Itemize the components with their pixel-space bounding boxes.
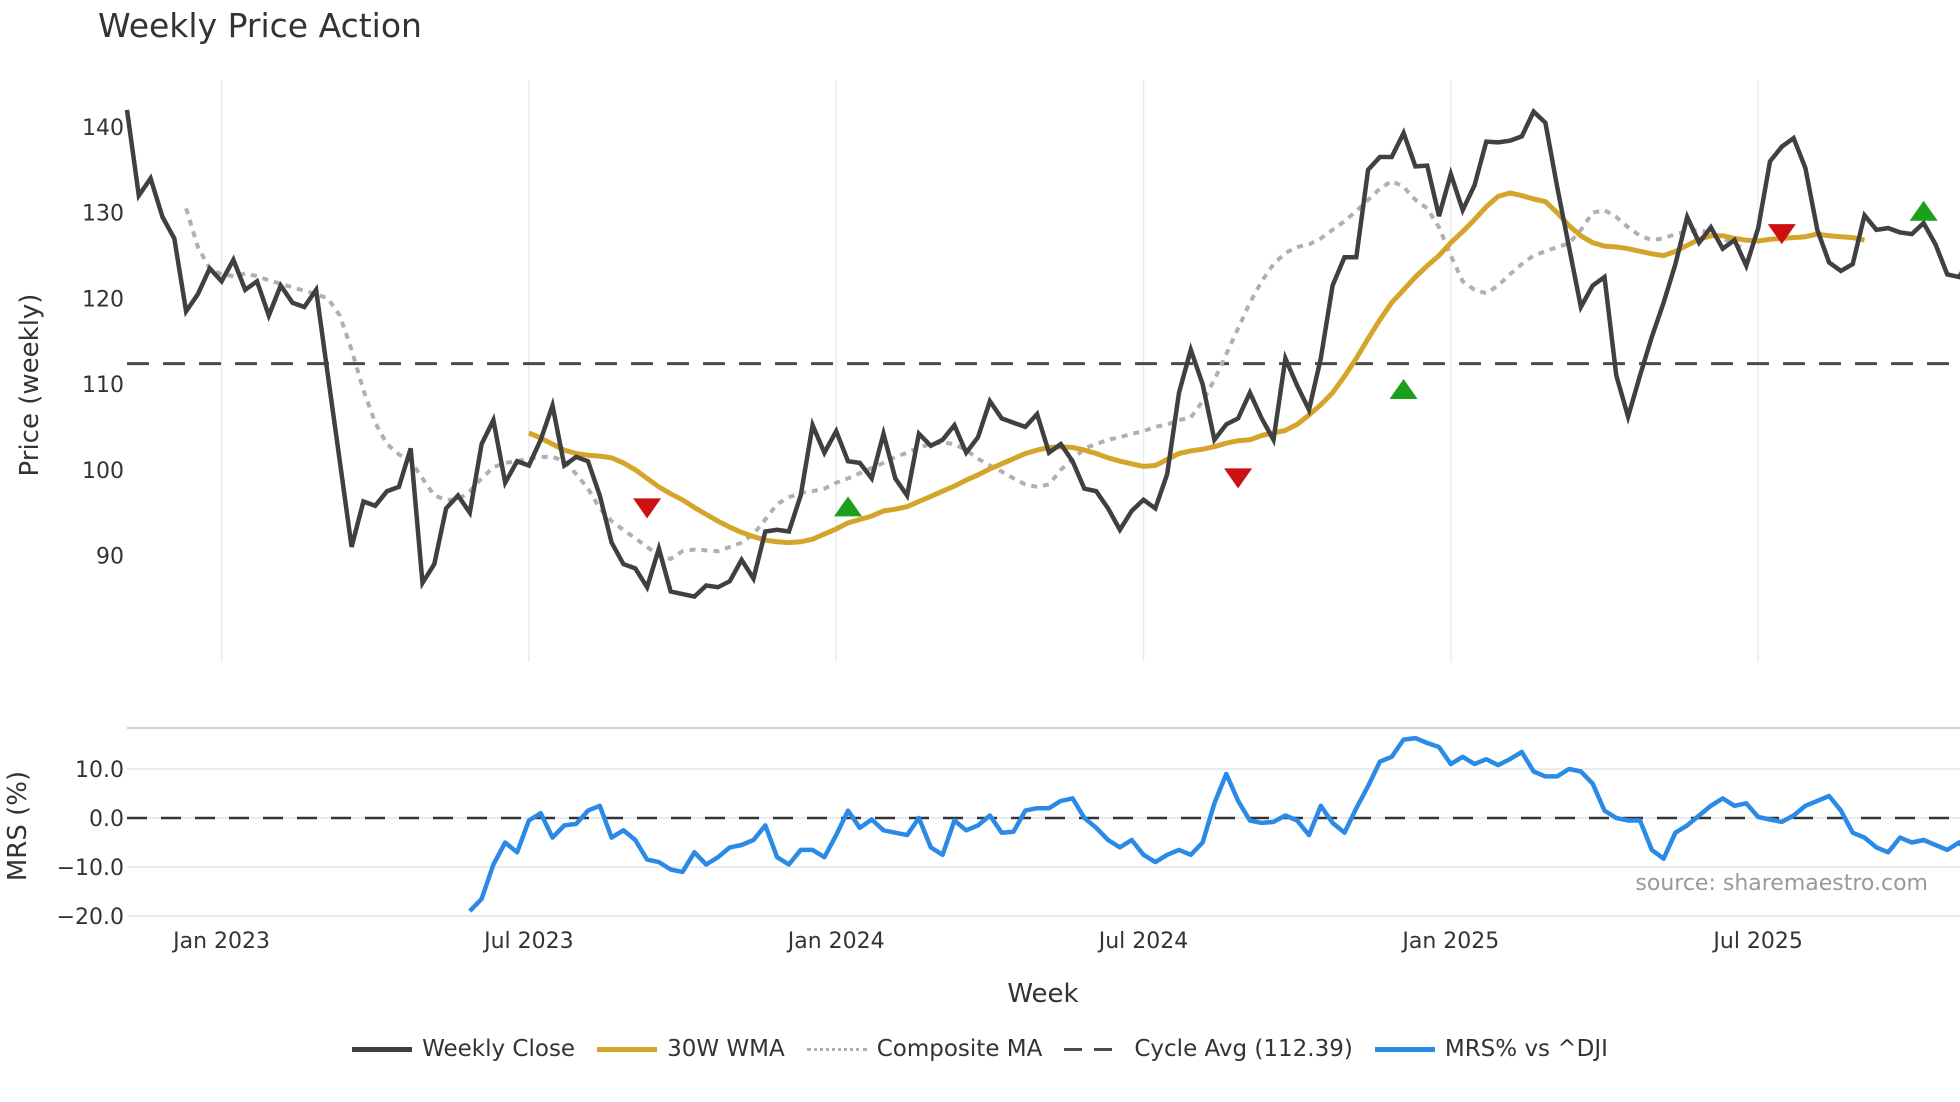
price-y-tick: 120 [82, 287, 124, 312]
price-y-tick: 140 [82, 116, 124, 141]
x-axis-ticks: Jan 2023 Jul 2023 Jan 2024 Jul 2024 Jan 2025… [171, 929, 1803, 954]
x-axis-label: Week [1007, 979, 1078, 1009]
mrs-y-tick: 10.0 [75, 758, 124, 783]
price-y-tick: 100 [82, 459, 124, 484]
mrs-y-axis-ticks: 10.0 0.0 −10.0 −20.0 [57, 758, 124, 930]
price-y-tick: 130 [82, 202, 124, 227]
x-tick-label: Jul 2023 [482, 929, 574, 954]
buy-signal-triangle-up-icon [834, 496, 863, 517]
legend-swatch-icon [597, 1046, 658, 1052]
legend-label: Weekly Close [422, 1036, 576, 1062]
legend-swatch-icon [806, 1047, 867, 1051]
mrs-gridlines [127, 768, 1960, 917]
legend-item-close[interactable]: Weekly Close [352, 1036, 575, 1062]
legend-item-wma[interactable]: 30W WMA [597, 1036, 785, 1062]
legend-swatch-icon [1374, 1046, 1435, 1052]
mrs-y-tick: −10.0 [57, 856, 124, 881]
legend-item-mrs[interactable]: MRS% vs ^DJI [1374, 1036, 1608, 1062]
mrs-y-tick: −20.0 [57, 905, 124, 930]
mrs-y-tick: 0.0 [89, 807, 124, 832]
price-y-tick: 90 [96, 545, 124, 570]
chart-legend: Weekly Close 30W WMA Composite MA Cycle Avg… [0, 1036, 1960, 1062]
price-y-axis-label: Price (weekly) [15, 294, 45, 477]
buy-signal-triangle-up-icon [1909, 200, 1938, 221]
x-tick-label: Jul 2025 [1711, 929, 1803, 954]
price-plot-area [124, 107, 1960, 600]
legend-label: Composite MA [876, 1036, 1043, 1062]
weekly-close-line [124, 107, 1960, 600]
wma-30w-line [527, 190, 1866, 546]
price-y-tick: 110 [82, 373, 124, 398]
x-tick-label: Jan 2025 [1400, 929, 1499, 954]
composite-ma-line [184, 178, 1748, 562]
source-watermark: source: sharemaestro.com [1635, 871, 1928, 896]
x-tick-label: Jul 2024 [1097, 929, 1189, 954]
legend-label: 30W WMA [667, 1036, 785, 1062]
sell-signal-triangle-down-icon [1767, 224, 1796, 245]
x-tick-label: Jan 2023 [171, 929, 270, 954]
price-gridlines [220, 80, 1759, 662]
sell-signal-triangle-down-icon [1224, 468, 1253, 489]
legend-swatch-icon [352, 1046, 413, 1052]
signal-markers [633, 200, 1938, 519]
buy-signal-triangle-up-icon [1389, 378, 1418, 399]
chart-title: Weekly Price Action [98, 6, 422, 45]
price-y-axis-ticks: 90 100 110 120 130 140 [82, 116, 124, 570]
sell-signal-triangle-down-icon [633, 498, 662, 519]
legend-swatch-icon [1064, 1047, 1125, 1051]
mrs-y-axis-label: MRS (%) [3, 771, 33, 881]
mrs-plot-area [127, 735, 1960, 913]
legend-item-cycle[interactable]: Cycle Avg (112.39) [1064, 1036, 1353, 1062]
legend-label: Cycle Avg (112.39) [1134, 1036, 1353, 1062]
x-tick-label: Jan 2024 [786, 929, 885, 954]
legend-label: MRS% vs ^DJI [1444, 1036, 1608, 1062]
legend-item-composite[interactable]: Composite MA [806, 1036, 1043, 1062]
mrs-line [468, 735, 1960, 913]
